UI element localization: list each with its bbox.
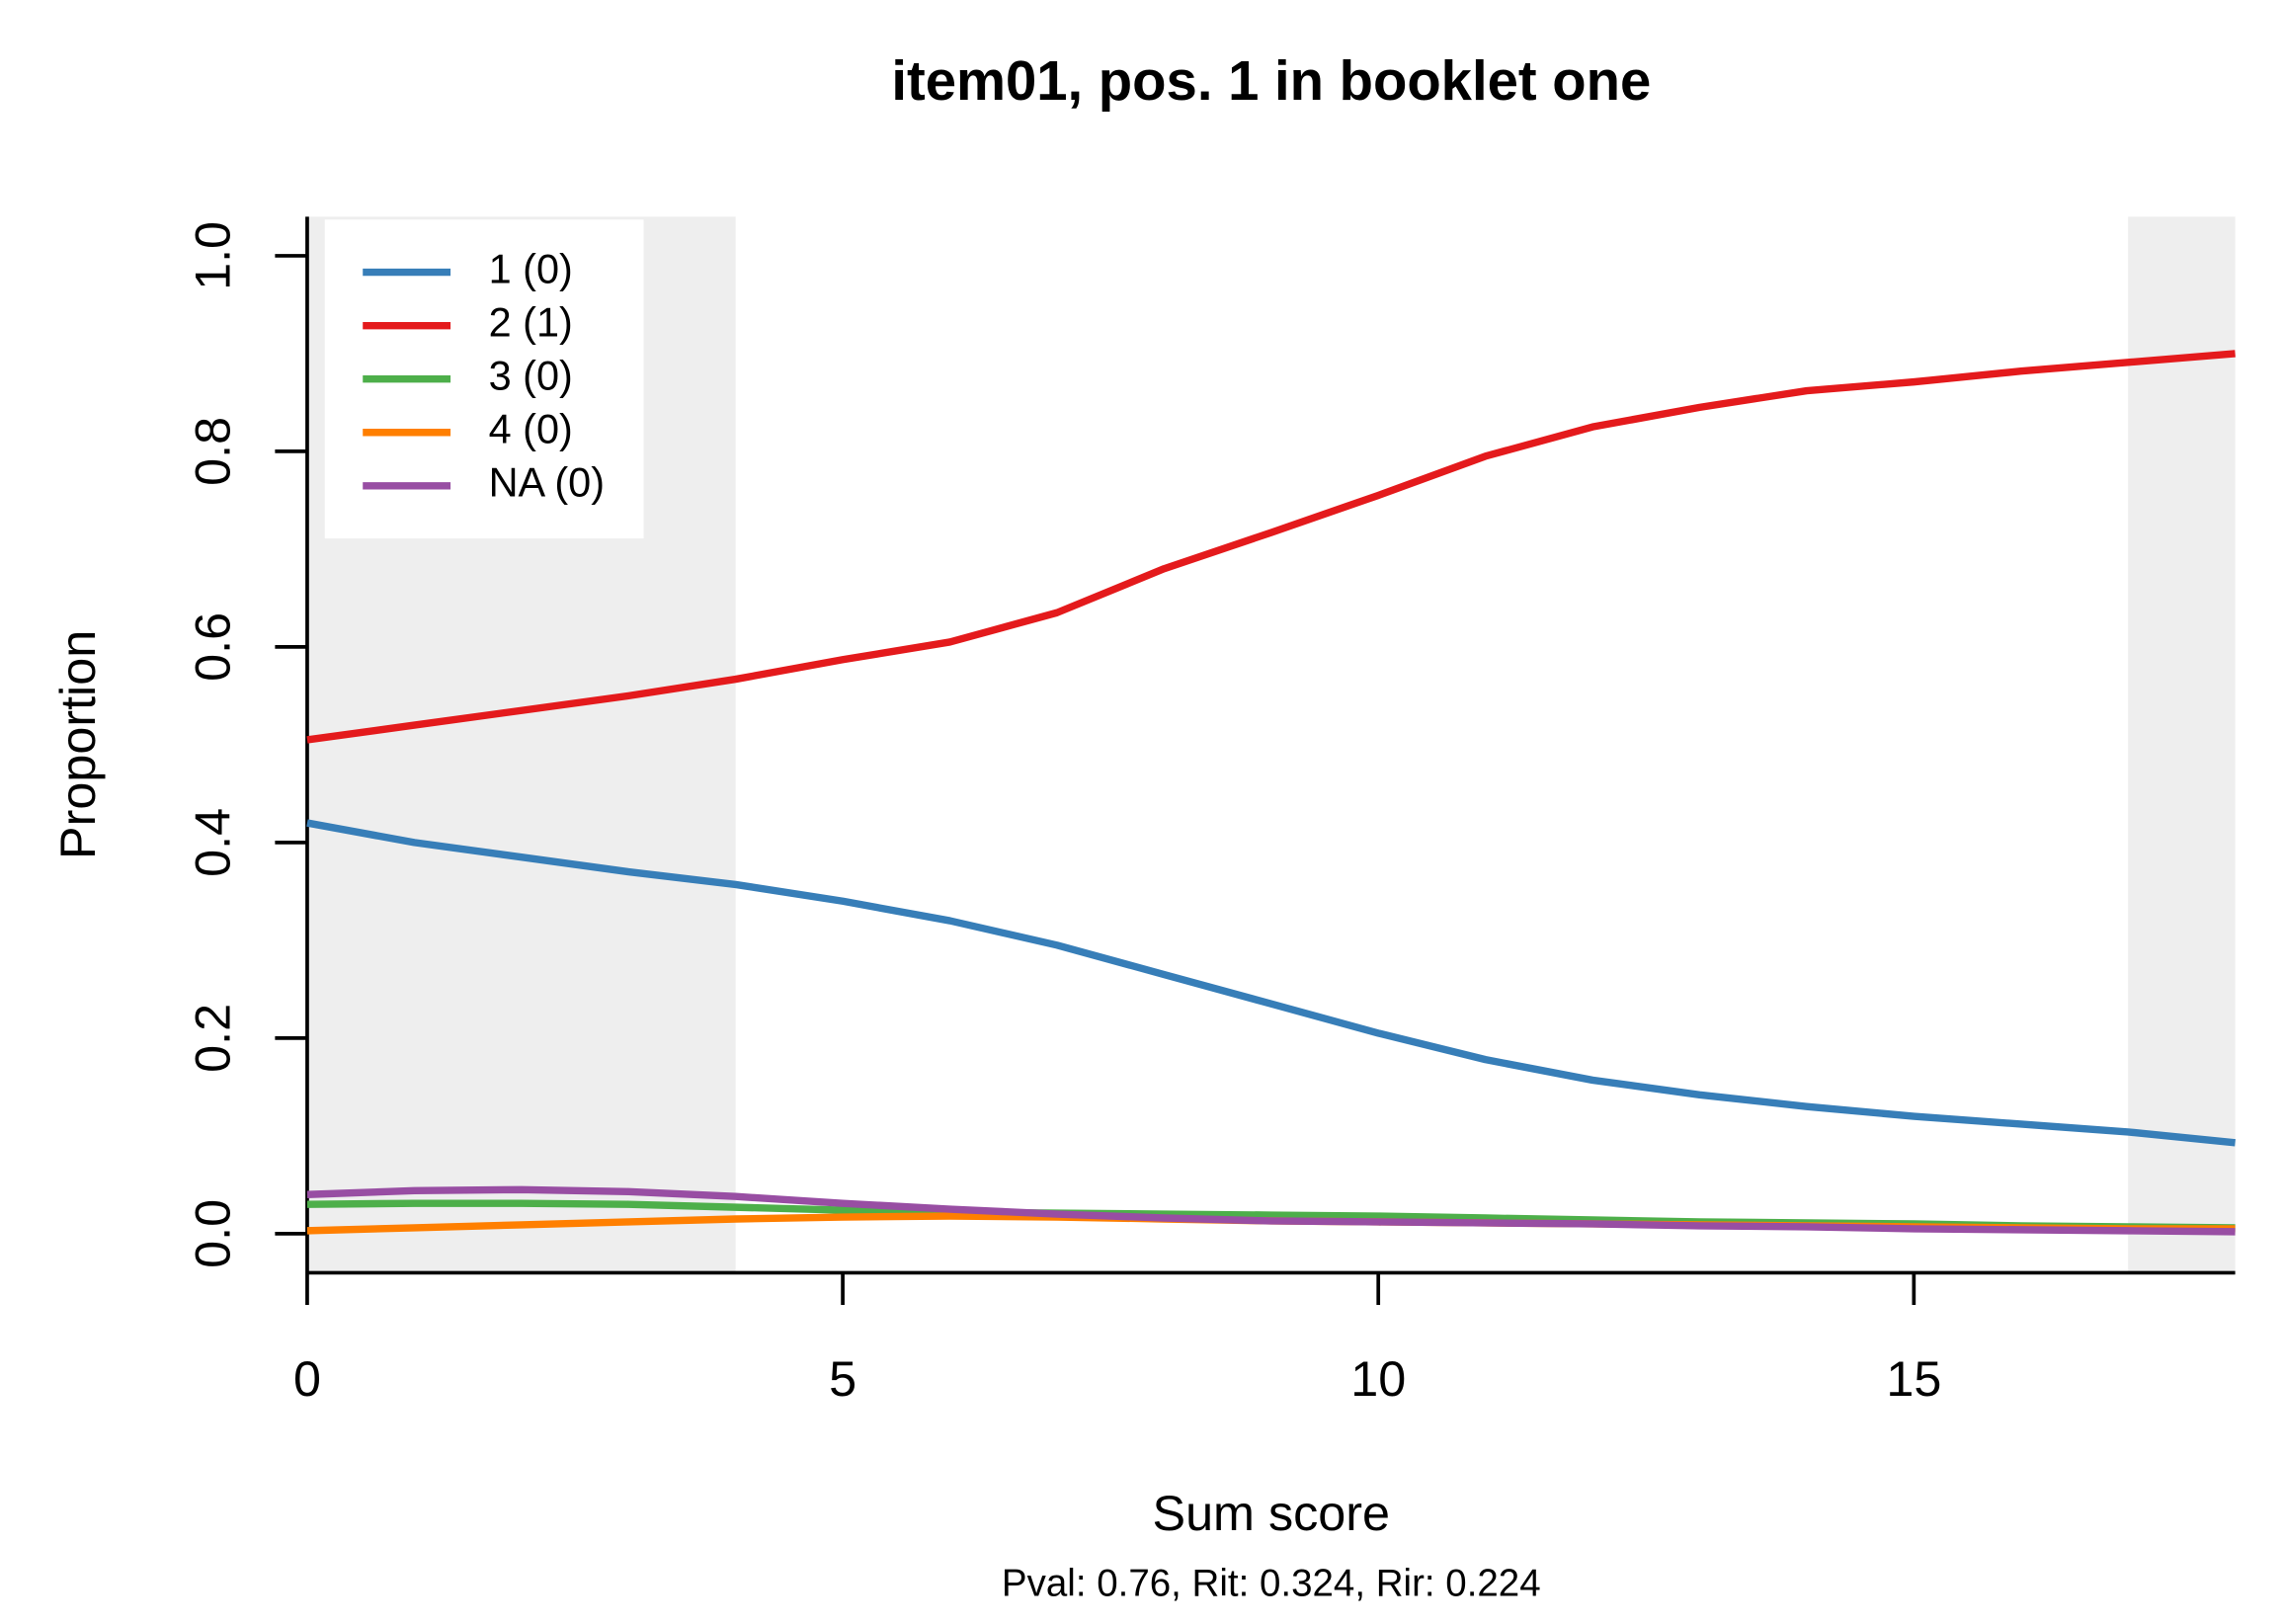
x-axis-label: Sum score xyxy=(1153,1485,1391,1541)
legend-label: 3 (0) xyxy=(489,353,573,399)
shaded-range xyxy=(2128,216,2236,1273)
legend-label: 1 (0) xyxy=(489,246,573,292)
legend-label: 4 (0) xyxy=(489,406,573,452)
legend-label: NA (0) xyxy=(489,459,605,506)
x-tick-label: 15 xyxy=(1886,1350,1941,1407)
y-tick-label: 0.2 xyxy=(184,1004,240,1073)
y-tick-label: 0.6 xyxy=(184,612,240,682)
chart-title: item01, pos. 1 in booklet one xyxy=(891,49,1651,112)
x-tick-label: 10 xyxy=(1350,1350,1406,1407)
series-line xyxy=(306,819,2236,1147)
y-tick-label: 0.4 xyxy=(184,808,240,877)
subtitle: Pval: 0.76, Rit: 0.324, Rir: 0.224 xyxy=(1002,1562,1541,1604)
series-line xyxy=(306,350,2236,744)
legend-label: 2 (1) xyxy=(489,299,573,346)
y-tick-label: 0.8 xyxy=(184,417,240,486)
x-tick-label: 0 xyxy=(293,1350,321,1407)
series-line xyxy=(306,1185,2236,1236)
x-tick-label: 5 xyxy=(829,1350,856,1407)
y-tick-label: 1.0 xyxy=(184,221,240,290)
y-axis-label: Proportion xyxy=(49,630,106,859)
y-tick-label: 0.0 xyxy=(184,1199,240,1268)
